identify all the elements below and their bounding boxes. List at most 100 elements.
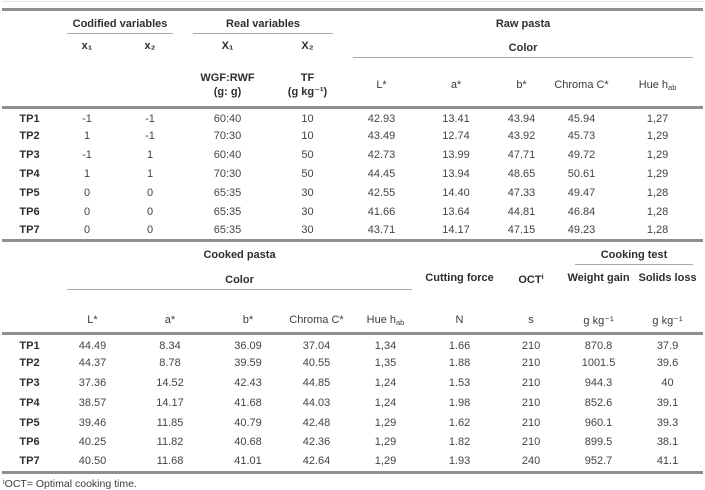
data-cell: 43.92 <box>507 130 536 142</box>
raw-pasta-table-header: Codified variables Real variables Raw pa… <box>2 10 704 108</box>
data-cell: 8.78 <box>159 357 181 370</box>
col-header-wgf-rwf: WGF:RWF (g: g) <box>183 64 272 108</box>
data-cell: 210 <box>521 376 541 389</box>
table-row: TP7 40.50 11.68 41.01 42.64 1,29 1.93 240 952.7 4… <box>2 452 703 472</box>
col-header-cutting-force: Cutting force <box>422 269 497 308</box>
data-cell: 1,29 <box>374 455 397 468</box>
data-cell: 870.8 <box>584 339 613 352</box>
col-header-solids-loss: Solids loss <box>632 269 703 308</box>
data-cell: 14.17 <box>442 224 470 237</box>
data-cell: 1,24 <box>374 396 397 409</box>
data-cell: 1.62 <box>448 416 471 429</box>
data-cell: -1 <box>145 130 155 142</box>
col-header-b-star: b* <box>242 314 254 326</box>
data-cell: 49.47 <box>567 187 596 199</box>
row-label: TP3 <box>19 376 40 389</box>
col-header-chroma: Chroma C* <box>554 79 609 91</box>
group-header-codified-variables: Codified variables <box>57 10 183 39</box>
hue-label-base: Hue h <box>638 78 669 91</box>
data-cell: -1 <box>82 113 92 126</box>
unit-header-seconds: s <box>528 314 534 326</box>
cooked-pasta-table-header: Cooked pasta Cooking test Color Cutting … <box>2 242 704 334</box>
row-label: TP3 <box>19 149 40 161</box>
oct-label-sup: i <box>541 272 544 281</box>
data-cell: 1001.5 <box>581 357 616 370</box>
table-row: TP6 40.25 11.82 40.68 42.36 1,29 1.82 210 899.5 3… <box>2 432 703 452</box>
row-label: TP2 <box>19 130 40 142</box>
data-cell: 48.65 <box>507 168 536 180</box>
cooked-pasta-table: Cooked pasta Cooking test Color Cutting … <box>2 242 704 474</box>
data-cell: 46.84 <box>567 206 596 218</box>
data-cell: 40.25 <box>78 436 107 449</box>
empty-cell <box>57 64 117 108</box>
col-header-unit: (g kg⁻¹) <box>287 86 328 98</box>
data-cell: 44.81 <box>507 206 536 218</box>
data-cell: 65:35 <box>213 224 242 237</box>
data-cell: 1,29 <box>374 416 397 429</box>
empty-cell <box>2 308 57 334</box>
raw-pasta-table: Codified variables Real variables Raw pa… <box>2 8 704 242</box>
empty-cell <box>2 269 57 308</box>
oct-label-base: OCT <box>518 274 542 286</box>
data-cell: 1,29 <box>646 149 669 161</box>
data-cell: 45.94 <box>567 113 596 126</box>
col-header-chroma: Chroma C* <box>289 314 344 326</box>
data-cell: 40 <box>661 376 674 389</box>
data-cell: 41.66 <box>367 206 396 218</box>
table-row: TP3 -1 1 60:40 50 42.73 13.99 47.71 49.72 1,29 <box>2 146 703 165</box>
hue-label-sub: ab <box>396 317 405 327</box>
data-cell: 44.03 <box>302 396 331 409</box>
data-cell: 39.1 <box>656 396 679 409</box>
data-cell: 30 <box>301 187 314 199</box>
data-cell: 210 <box>521 396 541 409</box>
data-cell: 30 <box>301 224 314 237</box>
data-cell: 210 <box>521 436 541 449</box>
col-header-X2: X₂ <box>301 40 314 52</box>
col-header-name: WGF:RWF <box>200 72 255 84</box>
data-cell: 1,29 <box>374 436 397 449</box>
table-footnote: iOCT= Optimal cooking time. <box>3 477 703 490</box>
data-cell: 1,27 <box>646 113 669 126</box>
data-cell: 210 <box>521 339 541 352</box>
data-cell: 39.3 <box>656 416 679 429</box>
data-cell: 42.43 <box>234 376 262 389</box>
data-cell: 49.23 <box>567 224 596 237</box>
data-cell: 50 <box>301 168 314 180</box>
data-cell: 1,29 <box>646 168 669 180</box>
group-header-label: Color <box>67 272 413 290</box>
data-cell: -1 <box>82 149 92 161</box>
data-cell: 0 <box>83 206 91 218</box>
data-cell: 14.17 <box>156 396 184 409</box>
row-label: TP4 <box>19 168 40 180</box>
group-header-label: Real variables <box>193 16 334 34</box>
col-header-b-star: b* <box>516 79 527 91</box>
group-header-cooking-test: Cooking test <box>565 242 703 269</box>
hue-label-sub: ab <box>668 82 677 92</box>
row-label: TP7 <box>19 224 40 237</box>
page-edge-line <box>2 1 703 2</box>
group-header-color-cooked: Color <box>57 269 422 308</box>
table-row: TP3 37.36 14.52 42.43 44.85 1,24 1.53 210 944.3 4… <box>2 373 703 393</box>
data-cell: 65:35 <box>213 206 242 218</box>
data-cell: 1,34 <box>374 339 397 352</box>
data-cell: 12.74 <box>442 130 470 142</box>
row-label: TP4 <box>19 396 40 409</box>
col-header-a-star: a* <box>164 314 176 326</box>
row-label: TP2 <box>19 357 40 370</box>
data-cell: 44.49 <box>78 339 107 352</box>
data-cell: 42.73 <box>367 149 396 161</box>
data-cell: 38.1 <box>656 436 679 449</box>
data-cell: 14.40 <box>442 187 470 199</box>
group-header-cooked-pasta: Cooked pasta <box>57 242 422 269</box>
data-cell: 36.09 <box>234 339 262 352</box>
col-header-hue: Hue hab <box>349 308 422 334</box>
data-cell: 1.53 <box>448 376 471 389</box>
data-cell: 0 <box>146 224 154 237</box>
col-header-l-star: L* <box>376 79 387 91</box>
col-header-x1: x₁ <box>81 40 93 52</box>
data-cell: 60:40 <box>213 113 242 126</box>
data-cell: 1 <box>83 168 91 180</box>
group-header-label: Cooking test <box>575 247 694 265</box>
data-cell: 49.72 <box>567 149 596 161</box>
